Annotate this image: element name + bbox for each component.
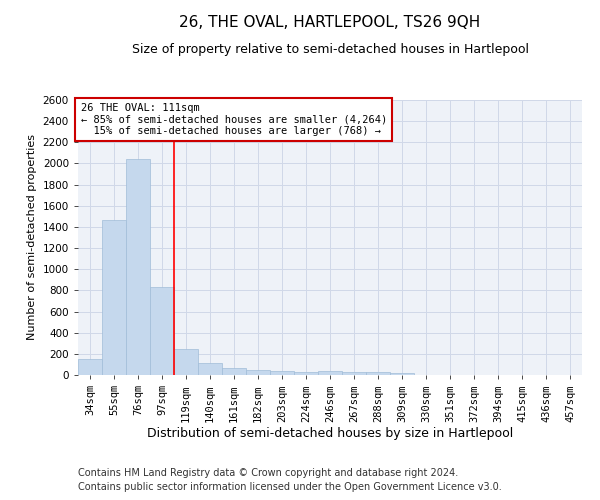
Bar [294, 372, 318, 375]
Text: Contains HM Land Registry data © Crown copyright and database right 2024.: Contains HM Land Registry data © Crown c… [78, 468, 458, 477]
Y-axis label: Number of semi-detached properties: Number of semi-detached properties [27, 134, 37, 340]
Text: 26, THE OVAL, HARTLEPOOL, TS26 9QH: 26, THE OVAL, HARTLEPOOL, TS26 9QH [179, 15, 481, 30]
Bar [174, 348, 198, 375]
Bar [222, 368, 246, 375]
Bar [126, 158, 150, 375]
Bar [150, 286, 174, 375]
Bar [78, 358, 102, 375]
Bar [366, 372, 390, 375]
X-axis label: Distribution of semi-detached houses by size in Hartlepool: Distribution of semi-detached houses by … [147, 427, 513, 440]
Bar [270, 372, 294, 375]
Bar [102, 220, 126, 375]
Text: Contains public sector information licensed under the Open Government Licence v3: Contains public sector information licen… [78, 482, 502, 492]
Bar [198, 363, 222, 375]
Bar [318, 372, 342, 375]
Bar [390, 374, 414, 375]
Text: Size of property relative to semi-detached houses in Hartlepool: Size of property relative to semi-detach… [131, 42, 529, 56]
Bar [342, 372, 366, 375]
Text: 26 THE OVAL: 111sqm
← 85% of semi-detached houses are smaller (4,264)
  15% of s: 26 THE OVAL: 111sqm ← 85% of semi-detach… [80, 103, 387, 136]
Bar [246, 370, 270, 375]
